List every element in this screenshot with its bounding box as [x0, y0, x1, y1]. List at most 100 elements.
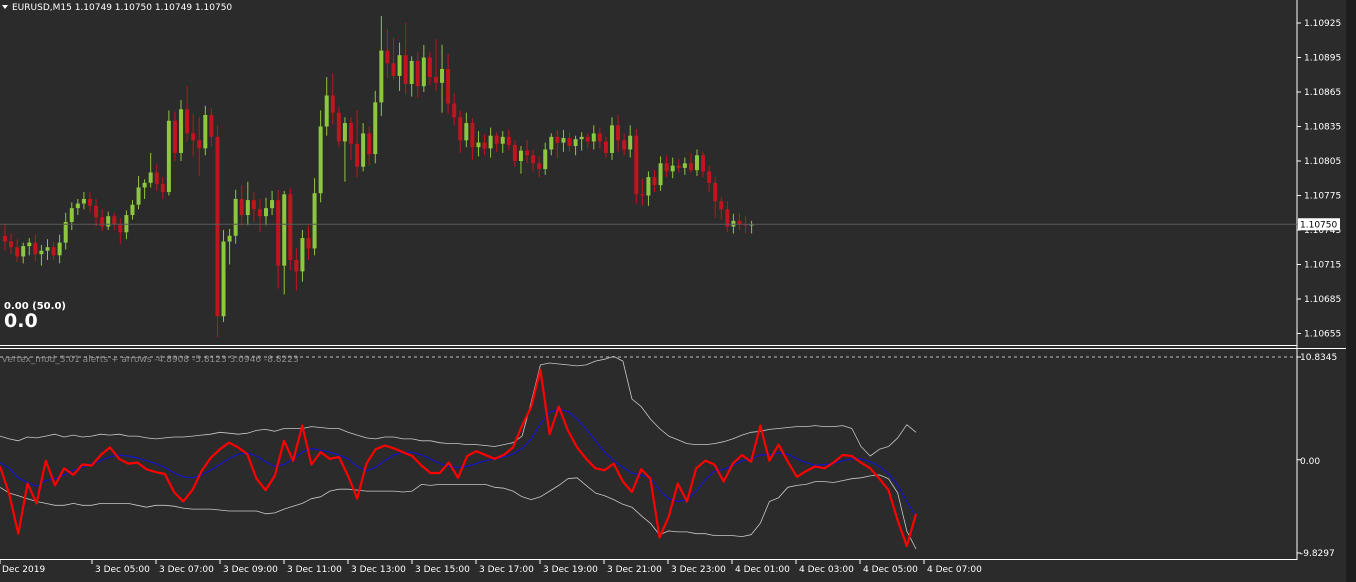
candle-body: [21, 246, 26, 257]
candle-body: [148, 172, 153, 183]
candle: [154, 164, 159, 191]
candle: [713, 177, 718, 218]
candle: [579, 132, 584, 151]
candle: [294, 248, 299, 291]
candle: [221, 230, 226, 322]
candle-body: [57, 242, 62, 256]
candle: [87, 192, 92, 213]
time-tick-label: 3 Dec 11:00: [287, 565, 342, 575]
candle: [640, 178, 645, 206]
candle: [245, 181, 250, 226]
candle-body: [531, 155, 536, 164]
candle-body: [688, 163, 693, 171]
candle-body: [573, 139, 578, 147]
candle-body: [233, 198, 238, 236]
candle-body: [112, 216, 117, 225]
time-tick-label: 4 Dec 05:00: [863, 565, 918, 575]
candle: [124, 210, 129, 240]
time-tick-label: 3 Dec 21:00: [607, 565, 662, 575]
candle-body: [45, 247, 50, 251]
candle: [731, 213, 736, 234]
candle: [209, 108, 214, 147]
candle-body: [622, 140, 627, 150]
candle-body: [288, 194, 293, 260]
candle: [379, 16, 384, 117]
candle: [440, 44, 445, 113]
candle-body: [130, 204, 135, 216]
candle: [652, 170, 657, 193]
candle: [130, 200, 135, 220]
candle: [33, 234, 38, 262]
candle: [75, 198, 80, 216]
candle: [537, 156, 542, 178]
candle: [397, 42, 402, 91]
candle-body: [215, 136, 220, 317]
candle: [324, 77, 329, 136]
indicator-bottom-label: -9.8297: [1300, 549, 1335, 559]
candle: [616, 115, 621, 152]
candle: [500, 131, 505, 153]
candle-body: [348, 123, 353, 144]
candle: [57, 234, 62, 264]
candle-body: [245, 200, 250, 216]
candle: [185, 86, 190, 142]
time-tick-label: 3 Dec 05:00: [95, 565, 150, 575]
candle-body: [646, 177, 651, 196]
candle-body: [664, 163, 669, 172]
candle: [488, 127, 493, 158]
candle: [458, 110, 463, 153]
candle: [45, 239, 50, 260]
candle: [427, 51, 432, 86]
candle-body: [440, 69, 445, 83]
price-tick-label: 1.10745: [1304, 226, 1341, 236]
candle: [421, 44, 426, 92]
candle-body: [682, 163, 687, 168]
candle: [215, 125, 220, 337]
candle: [573, 135, 578, 156]
candle-body: [561, 138, 566, 143]
candle: [348, 117, 353, 160]
candle: [664, 155, 669, 178]
candle: [409, 56, 414, 97]
candle: [512, 140, 517, 167]
candle-body: [251, 200, 256, 210]
candle: [118, 218, 123, 244]
candle-body: [603, 141, 608, 153]
symbol-dropdown-arrow-icon[interactable]: [2, 5, 8, 9]
candle-body: [743, 224, 748, 226]
candle-body: [27, 242, 32, 247]
candle: [561, 129, 566, 152]
candle-body: [518, 150, 523, 161]
candle-body: [106, 216, 111, 227]
candle: [3, 224, 7, 251]
candle-body: [209, 115, 214, 137]
candle-body: [294, 259, 299, 272]
candle-body: [731, 220, 736, 227]
indicator-line-main: [0, 368, 918, 548]
candle-body: [628, 135, 633, 150]
overlay-small-value: 0.00 (50.0): [4, 301, 66, 312]
candle-body: [476, 142, 481, 148]
candle-body: [355, 143, 360, 167]
candle: [610, 117, 614, 160]
candle: [737, 212, 742, 230]
candle: [701, 151, 706, 178]
candle-body: [694, 155, 699, 171]
time-tick-label: Dec 2019: [2, 565, 45, 575]
candle: [306, 225, 311, 260]
candle: [670, 157, 675, 179]
candle-body: [701, 155, 706, 172]
candle-body: [306, 238, 311, 249]
candle-body: [239, 198, 244, 216]
candle-body: [3, 235, 7, 242]
candle-body: [179, 109, 184, 153]
candle: [81, 192, 86, 210]
candle-body: [373, 102, 378, 155]
candle: [482, 134, 487, 156]
candle-body: [69, 208, 74, 222]
indicator-layer: [0, 355, 1301, 554]
candle: [688, 152, 693, 173]
